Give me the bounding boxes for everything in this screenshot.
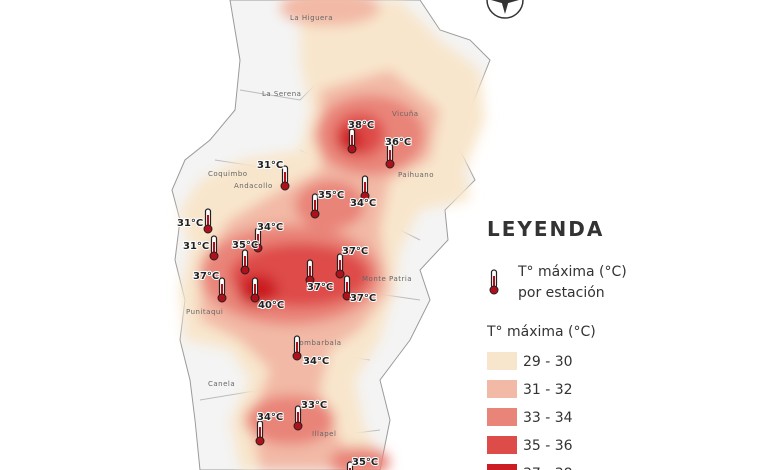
thermometer <box>255 436 265 446</box>
station-label: 34°C <box>257 222 283 233</box>
thermometer <box>209 251 219 261</box>
thermometer <box>305 275 315 285</box>
station-label: 34°C <box>257 412 283 423</box>
legend-swatch <box>487 464 517 470</box>
place-label: Illapel <box>312 430 336 438</box>
station-label: 37°C <box>350 293 376 304</box>
thermometer <box>253 243 263 253</box>
legend-range: 29 - 30 <box>523 354 573 370</box>
legend-swatch <box>487 408 517 426</box>
legend-range: 37 - 38 <box>523 466 573 470</box>
legend-range: 33 - 34 <box>523 410 573 426</box>
place-label: Paihuano <box>398 171 434 179</box>
station-label: 35°C <box>232 240 258 251</box>
place-label: Punitaqui <box>186 308 223 316</box>
station-label: 36°C <box>385 137 411 148</box>
place-label: Canela <box>208 380 235 388</box>
thermometer <box>203 224 213 234</box>
station-label: 37°C <box>342 246 368 257</box>
place-label: Andacollo <box>234 182 273 190</box>
station-label: 33°C <box>301 400 327 411</box>
legend-icon-label: por estación <box>518 285 605 301</box>
compass <box>486 0 524 19</box>
legend-range: 35 - 36 <box>523 438 573 454</box>
place-label: La Serena <box>262 90 301 98</box>
legend: LEYENDA T° máxima (°C) por estación T° m… <box>486 217 627 470</box>
place-label: Combarbala <box>294 339 342 347</box>
thermometer <box>360 191 370 201</box>
legend-swatch <box>487 352 517 370</box>
station-label: 37°C <box>193 271 219 282</box>
station-label: 35°C <box>352 457 378 468</box>
place-label: Monte Patria <box>362 275 412 283</box>
station-label: 40°C <box>258 300 284 311</box>
station-label: 34°C <box>303 356 329 367</box>
place-label: La Higuera <box>290 14 333 22</box>
station-label: 38°C <box>348 120 374 131</box>
thermometer <box>280 181 290 191</box>
thermometer <box>342 291 352 301</box>
legend-swatch <box>487 436 517 454</box>
thermometer <box>293 421 303 431</box>
legend-scale-title: T° máxima (°C) <box>486 324 596 340</box>
legend-icon-label: T° máxima (°C) <box>517 264 627 280</box>
station-label: 31°C <box>183 241 209 252</box>
stations: 38°C 36°C 31°C 35°C 34°C 31°C 34°C 31°C 35°C 37°C… <box>176 119 412 470</box>
station-label: 34°C <box>350 198 376 209</box>
place-label: Coquimbo <box>208 170 248 178</box>
thermometer <box>347 144 357 154</box>
legend-title: LEYENDA <box>487 217 604 241</box>
thermometer <box>250 293 260 303</box>
station-label: 35°C <box>318 190 344 201</box>
station-label: 31°C <box>177 218 203 229</box>
place-label: Vicuña <box>392 110 419 118</box>
place-labels: La Higuera La Serena Vicuña Coquimbo Andacol… <box>186 14 434 438</box>
thermometer <box>217 293 227 303</box>
thermometer <box>240 265 250 275</box>
station-label: 37°C <box>307 282 333 293</box>
thermometer <box>310 209 320 219</box>
thermometer <box>489 285 499 295</box>
legend-swatch <box>487 380 517 398</box>
station-label: 31°C <box>257 160 283 171</box>
thermometer <box>385 159 395 169</box>
thermometer <box>292 351 302 361</box>
thermometer <box>335 269 345 279</box>
thermometer <box>346 461 354 470</box>
legend-range: 31 - 32 <box>523 382 573 398</box>
